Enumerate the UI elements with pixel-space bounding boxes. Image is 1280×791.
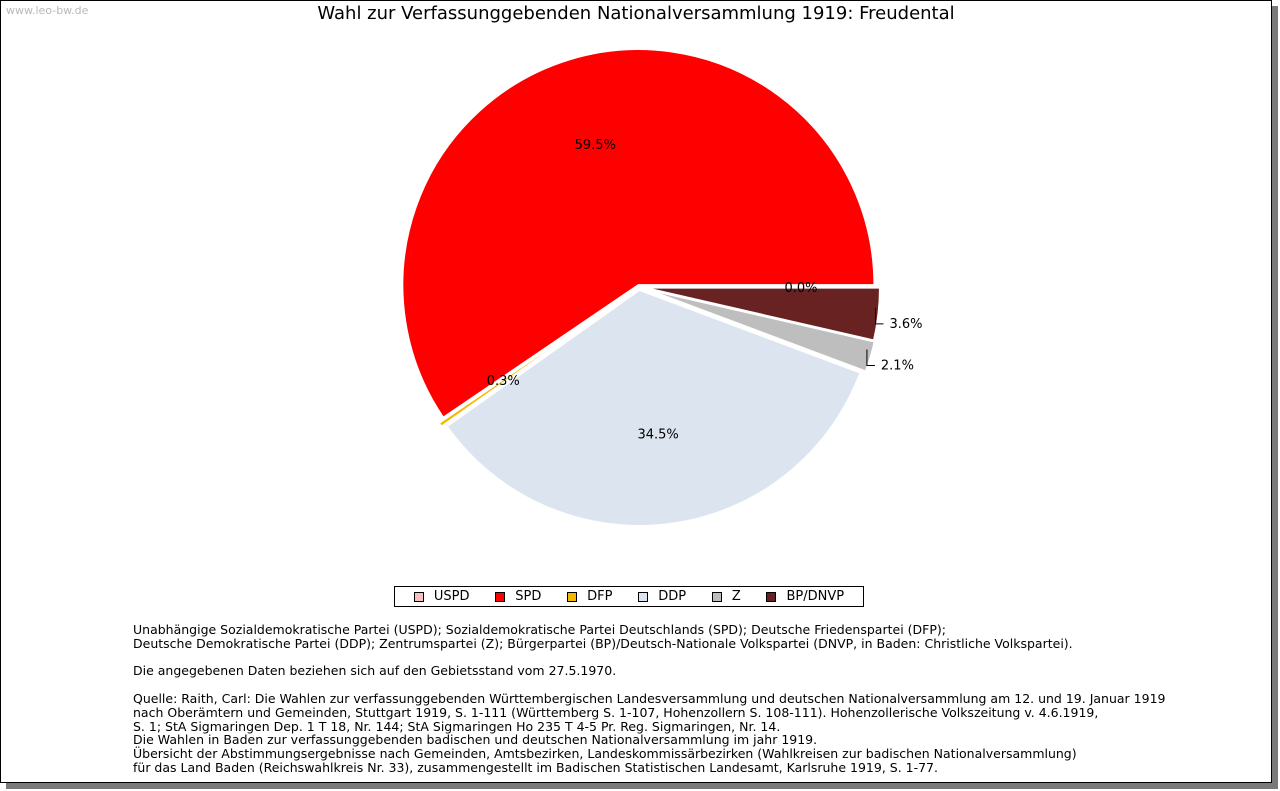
legend-label: DDP	[658, 589, 687, 604]
legend-item-uspd: USPD	[413, 589, 470, 604]
chart-legend: USPD SPD DFP DDP Z BP/DNVP	[394, 586, 864, 607]
pie-slice-spd	[401, 48, 876, 420]
legend-label: SPD	[515, 589, 542, 604]
legend-item-ddp: DDP	[638, 589, 686, 604]
legend-item-bp-dnvp: BP/DNVP	[766, 589, 844, 604]
legend-swatch	[413, 591, 424, 602]
notes-quelle: Quelle: Raith, Carl: Die Wahlen zur verf…	[133, 690, 1166, 775]
notes: Unabhängige Sozialdemokratische Partei (…	[133, 623, 1193, 789]
chart-title: Wahl zur Verfassunggebenden Nationalvers…	[317, 3, 955, 24]
legend-item-z: Z	[711, 589, 741, 604]
leader-line-bp-dnvp	[874, 307, 884, 325]
legend-item-dfp: DFP	[567, 589, 612, 604]
legend-item-spd: SPD	[495, 589, 541, 604]
legend-swatch	[567, 591, 578, 602]
legend-label: DFP	[587, 589, 613, 604]
pie-slice-bp-dnvp	[643, 286, 881, 342]
legend-label: BP/DNVP	[786, 589, 845, 604]
leader-line-z	[866, 349, 875, 367]
legend-swatch	[766, 591, 777, 602]
pie-slice-z	[644, 287, 876, 373]
slice-label-bp-dnvp: 3.6%	[889, 317, 922, 332]
slice-label-z: 2.1%	[881, 359, 914, 374]
slice-label-spd: 59.5%	[575, 138, 616, 153]
notes-gebietsstand: Die angegebenen Daten beziehen sich auf …	[133, 663, 617, 679]
slice-label-ddp: 34.5%	[637, 427, 678, 442]
legend-swatch	[711, 591, 722, 602]
legend-label: Z	[731, 589, 741, 604]
watermark: www.leo-bw.de	[6, 4, 89, 17]
pie-slice-dfp	[437, 289, 635, 429]
notes-parties: Unabhängige Sozialdemokratische Partei (…	[133, 622, 1073, 651]
legend-swatch	[638, 591, 649, 602]
slice-label-uspd: 0.0%	[784, 281, 817, 296]
legend-swatch	[495, 591, 506, 602]
legend-label: USPD	[433, 589, 470, 604]
pie-slice-ddp	[445, 288, 862, 527]
slice-label-dfp: 0.3%	[487, 374, 520, 389]
